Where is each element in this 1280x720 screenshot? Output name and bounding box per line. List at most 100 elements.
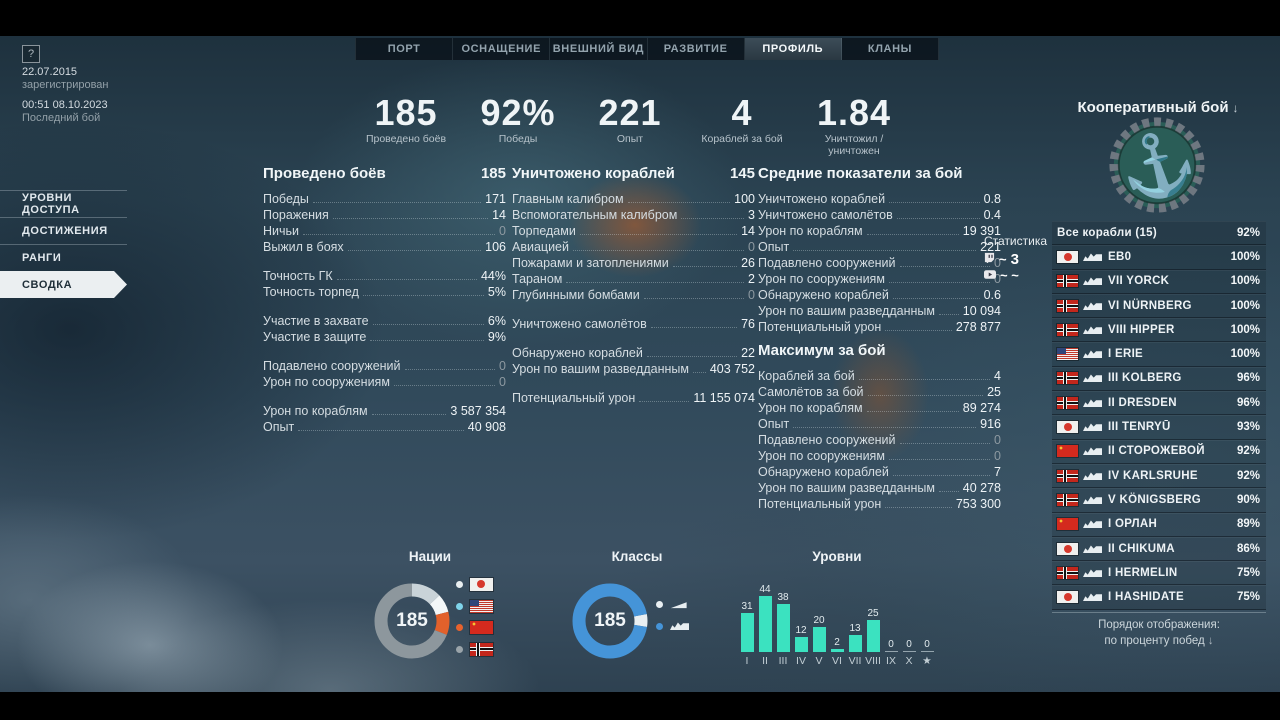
ship-row[interactable]: V KÖNIGSBERG 90% — [1052, 488, 1266, 513]
summary-stat-value: 92% — [480, 92, 556, 133]
ship-row[interactable]: II СТОРОЖЕВОЙ 92% — [1052, 440, 1266, 464]
tier-bar-slot: 0 — [882, 579, 900, 652]
summary-stat-2: 221 Опыт — [574, 94, 686, 157]
tab-profile[interactable]: ПРОФИЛЬ — [744, 38, 842, 60]
tiers-chart: Уровни 31 44 38 12 20 2 13 25 0 0 0 I II III IV V VI VII… — [737, 549, 937, 684]
dotted-leader — [885, 330, 952, 331]
stat-block-title: Максимум за бой — [758, 342, 1001, 359]
tier-axis-label: VIII — [865, 655, 881, 667]
ship-row[interactable]: VIII HIPPER 100% — [1052, 318, 1266, 343]
germany-flag-icon — [1057, 396, 1078, 409]
stat-row-value: 7 — [994, 465, 1001, 479]
tier-bar — [812, 627, 826, 652]
dotted-leader — [888, 282, 991, 283]
ship-row[interactable]: VII YORCK 100% — [1052, 270, 1266, 294]
ship-row[interactable]: I ERIE 100% — [1052, 342, 1266, 367]
ship-row[interactable]: VI NÜRNBERG 100% — [1052, 294, 1266, 319]
stat-row-value: 10 094 — [962, 304, 1001, 318]
dotted-leader — [372, 324, 484, 325]
tab-exterior[interactable]: ВНЕШНИЙ ВИД — [550, 38, 648, 60]
stat-row-label: Глубинными бомбами — [512, 288, 640, 302]
nations-legend-item — [456, 617, 498, 639]
ship-winrate: 75% — [1236, 566, 1260, 579]
battle-mode-selector[interactable]: Кооперативный бой ↓ — [1050, 99, 1266, 116]
ship-winrate: 89% — [1236, 518, 1260, 531]
stat-row: Подавлено сооружений 0 — [758, 255, 1001, 271]
tab-port[interactable]: ПОРТ — [355, 38, 454, 60]
stat-row-value: 0 — [499, 375, 506, 389]
stat-row: Урон по вашим разведданным 403 752 — [512, 361, 755, 377]
tier-bar-value: 31 — [741, 601, 753, 612]
classes-legend-item — [656, 594, 695, 616]
stat-row-label: Уничтожено самолётов — [512, 317, 647, 331]
stat-row-label: Вспомогательным калибром — [512, 208, 678, 222]
ship-sort-control[interactable]: Порядок отображения: по проценту побед ↓ — [1052, 612, 1266, 649]
dotted-leader — [885, 507, 952, 508]
stat-row-label: Урон по вашим разведданным — [758, 304, 935, 318]
japan-flag-icon — [1057, 591, 1078, 604]
stat-row-label: Точность торпед — [263, 285, 359, 299]
stat-block-title-text: Уничтожено кораблей — [512, 165, 675, 182]
ship-row[interactable]: II DRESDEN 96% — [1052, 391, 1266, 416]
stat-row: Выжил в боях 106 — [263, 239, 506, 255]
summary-stat-3: 4 Кораблей за бой — [686, 94, 798, 157]
dotted-leader — [938, 491, 959, 492]
ship-row[interactable]: I HERMELIN 75% — [1052, 561, 1266, 586]
ship-row-all[interactable]: Все корабли (15) 92% — [1052, 221, 1266, 246]
ship-row-all-label: Все корабли (15) — [1057, 226, 1157, 239]
stat-row: Тараном 2 — [512, 271, 755, 287]
stat-block-total: 185 — [480, 165, 506, 182]
sort-caption: Порядок отображения: — [1098, 619, 1220, 631]
overlay-title: Статистика — [984, 234, 1048, 248]
classes-legend-item — [656, 616, 695, 638]
stat-row-value: 40 908 — [467, 420, 506, 434]
ship-row[interactable]: III TENRYŪ 93% — [1052, 415, 1266, 440]
ship-row[interactable]: ЕВ0 100% — [1052, 245, 1266, 270]
tier-axis-label: V — [815, 655, 823, 667]
tier-bar — [902, 651, 916, 652]
tier-bar-value: 25 — [867, 608, 879, 619]
ship-name: ЕВ0 — [1108, 250, 1132, 263]
help-button[interactable]: ? — [22, 45, 40, 63]
dotted-leader — [573, 250, 745, 251]
ship-row[interactable]: IV KARLSRUHE 92% — [1052, 464, 1266, 489]
stat-group: Кораблей за бой 4 Самолётов за бой 25 Урон п… — [758, 368, 1001, 512]
tab-equipment[interactable]: ОСНАЩЕНИЕ — [453, 38, 551, 60]
stat-group: Урон по кораблям 3 587 354 Опыт 40 908 — [263, 403, 506, 435]
stat-row-value: 4 — [994, 369, 1001, 383]
ussr-flag-icon — [1057, 518, 1078, 531]
nations-chart-title: Нации — [408, 549, 452, 564]
stat-row: Ничьи 0 — [263, 223, 506, 239]
ship-row[interactable]: I HASHIDATE 75% — [1052, 585, 1266, 610]
dotted-leader — [892, 298, 980, 299]
stat-row-label: Урон по вашим разведданным — [512, 362, 689, 376]
sidebar-item-access-levels[interactable]: УРОВНИ ДОСТУПА — [0, 190, 127, 217]
sidebar-item-achievements[interactable]: ДОСТИЖЕНИЯ — [0, 217, 127, 244]
dotted-leader — [938, 314, 959, 315]
stat-row-label: Опыт — [758, 240, 790, 254]
overlay-row1-text: ~ — [999, 251, 1007, 267]
stat-row-label: Пожарами и затоплениями — [512, 256, 669, 270]
japan-flag-icon — [1057, 250, 1078, 263]
ship-row[interactable]: II CHIKUMA 86% — [1052, 537, 1266, 562]
ship-winrate: 100% — [1230, 323, 1260, 336]
ship-row[interactable]: I ОРЛАН 89% — [1052, 513, 1266, 537]
ship-row[interactable]: III KOLBERG 96% — [1052, 367, 1266, 392]
ussr-flag-icon — [470, 621, 493, 635]
summary-stat-label: Победы — [498, 133, 538, 145]
ship-winrate: 75% — [1236, 591, 1260, 604]
tiers-axis-labels: I II III IV V VI VII VIII IX X ★ — [738, 655, 936, 667]
tab-clans[interactable]: КЛАНЫ — [841, 38, 940, 60]
sidebar-item-ranks[interactable]: РАНГИ — [0, 244, 127, 271]
stat-row: Обнаружено кораблей 22 — [512, 345, 755, 361]
dotted-leader — [867, 395, 984, 396]
dotted-leader — [858, 379, 991, 380]
stat-block-title: Проведено боёв 185 — [263, 165, 506, 182]
stream-stats-overlay: Статистика ~ 3 ~ ~ — [984, 234, 1064, 283]
summary-stat-4: 1.84 Уничтожил / уничтожен — [798, 94, 910, 158]
sidebar-item-summary[interactable]: СВОДКА — [0, 271, 127, 298]
ship-name: I HASHIDATE — [1108, 591, 1184, 604]
stat-row: Точность торпед 5% — [263, 284, 506, 300]
tier-bar-value: 44 — [759, 584, 771, 595]
tab-development[interactable]: РАЗВИТИЕ — [647, 38, 745, 60]
